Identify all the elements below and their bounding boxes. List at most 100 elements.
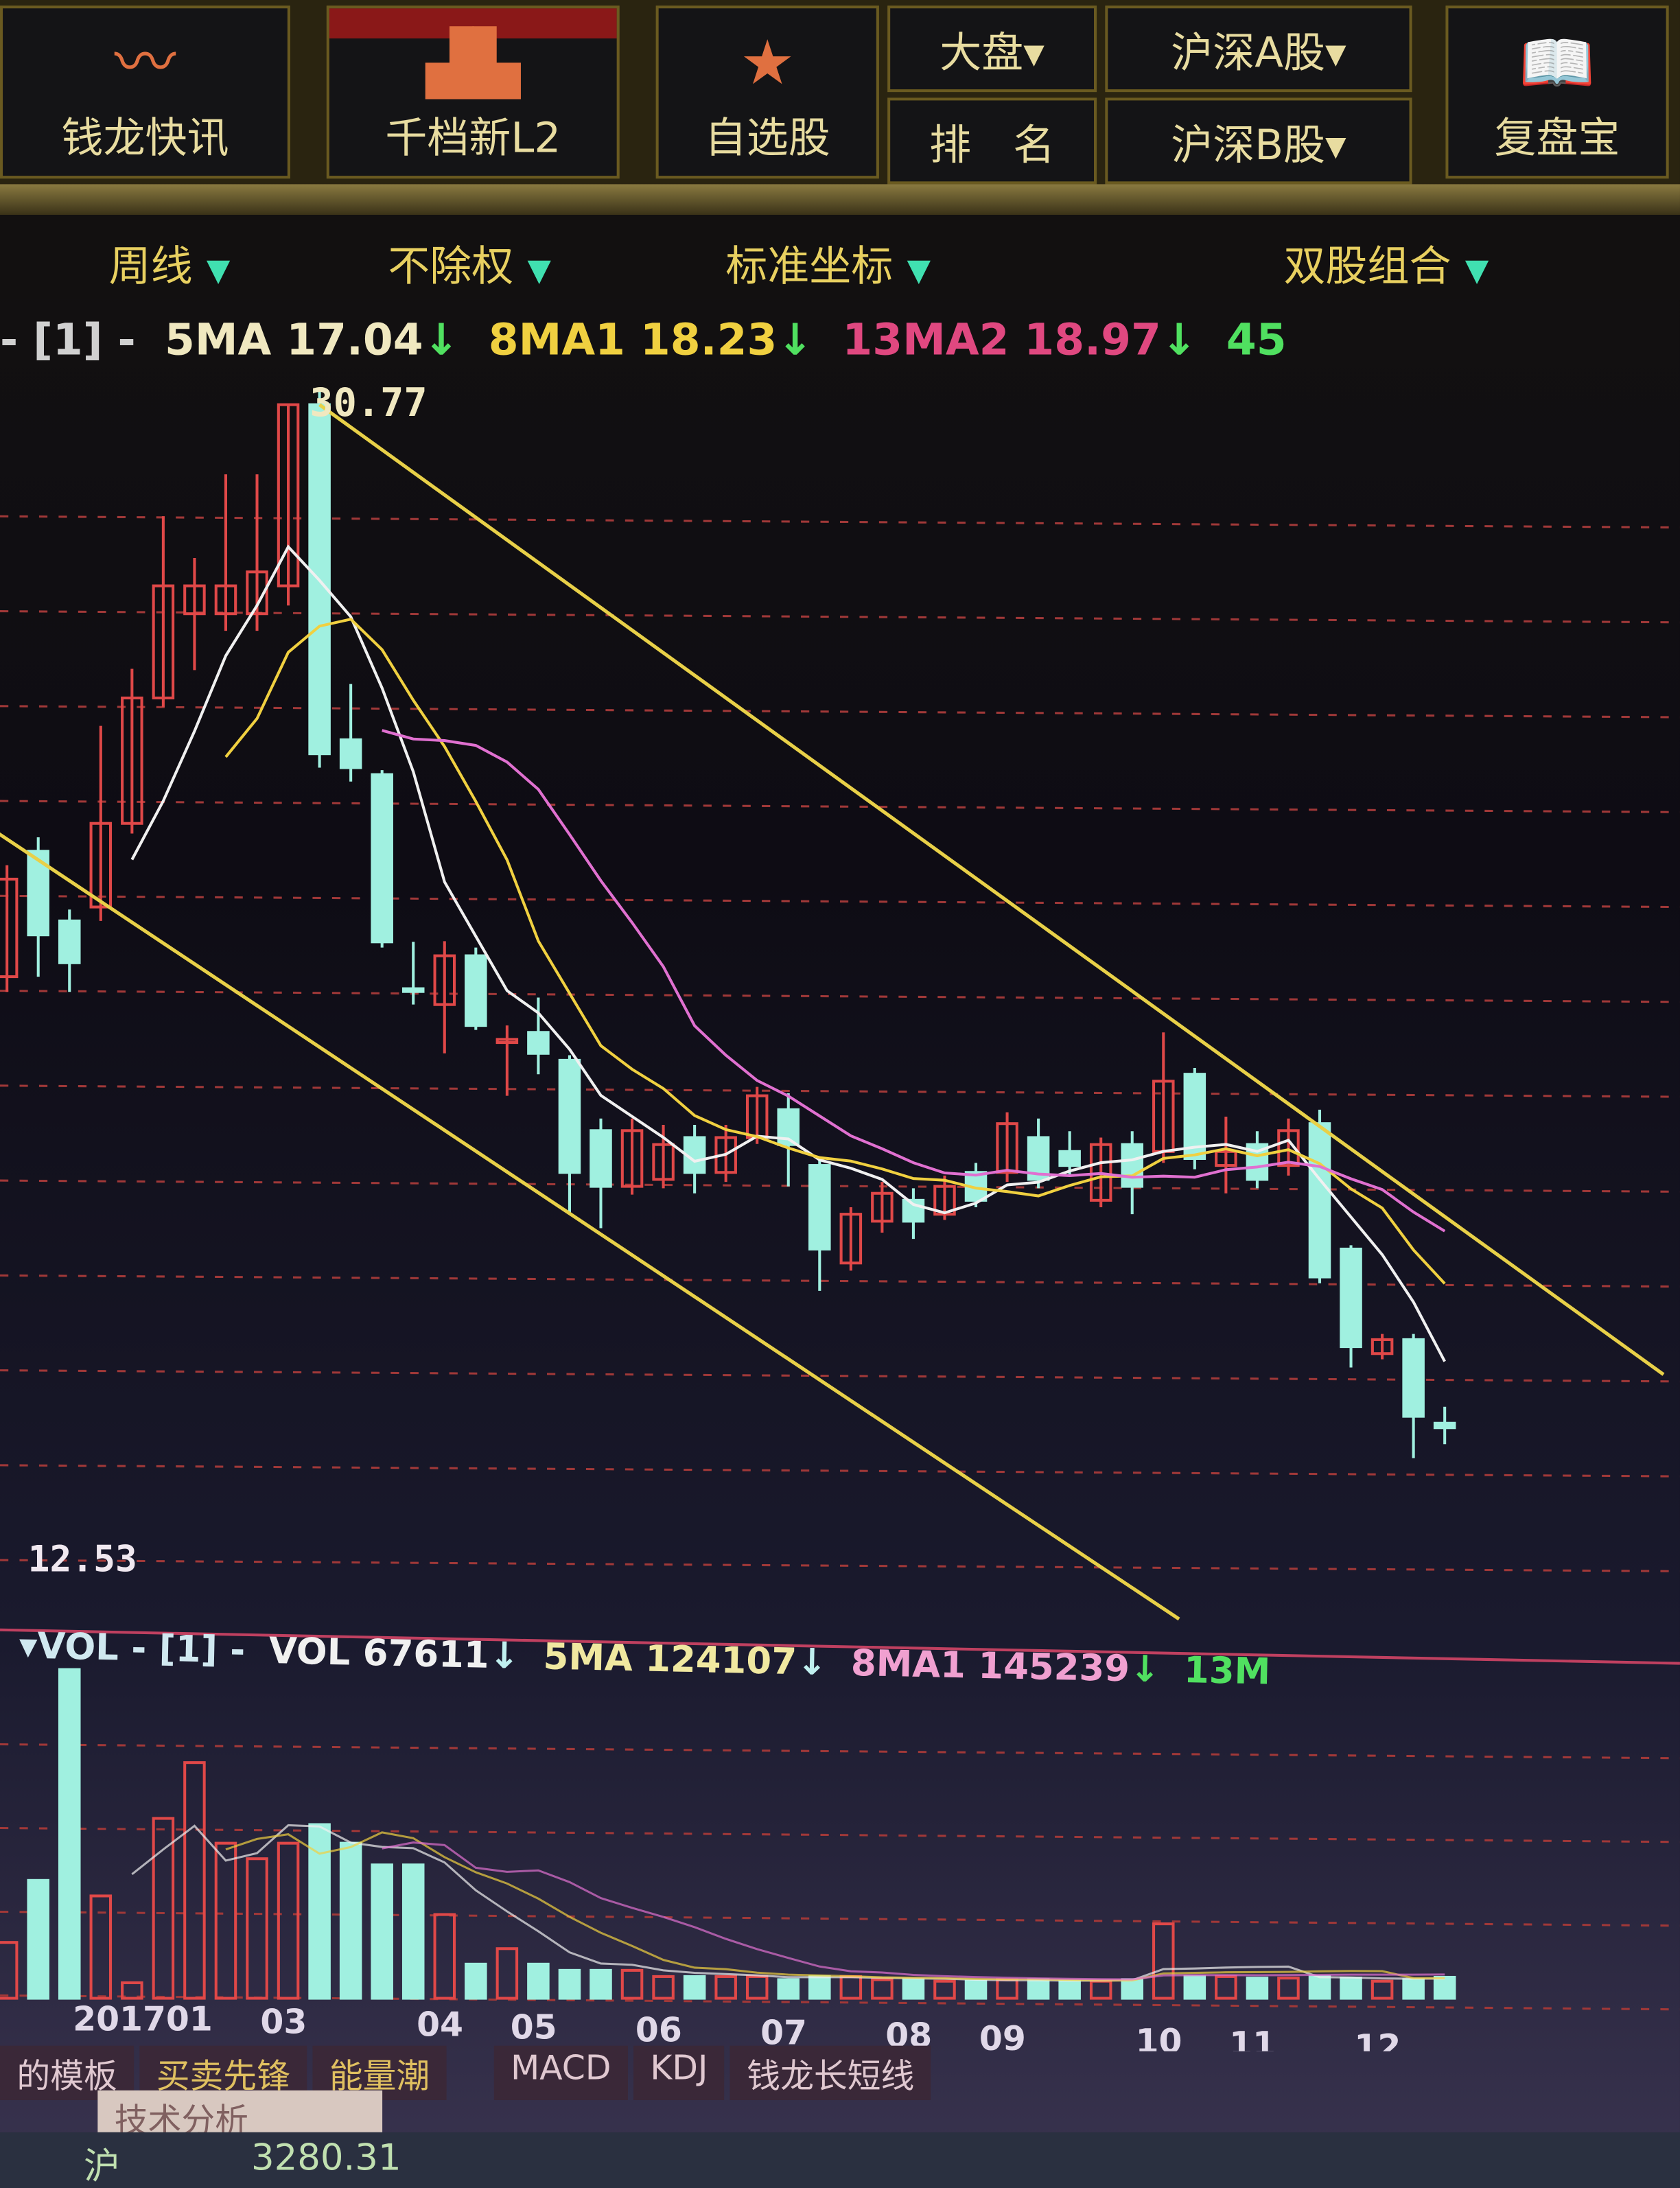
replay-button[interactable]: 📖 复盘宝 <box>1445 5 1669 179</box>
candle-up <box>152 584 175 699</box>
grid-line <box>0 705 1680 719</box>
sh-sz-a-dropdown[interactable]: 沪深A股▾ <box>1105 5 1412 93</box>
candle-up <box>183 584 206 616</box>
candle-down <box>1308 1122 1331 1279</box>
volume-bar <box>652 1975 675 2000</box>
volume-bar <box>495 1947 519 2000</box>
bar-chart-icon: ▟▙ <box>425 27 521 100</box>
volume-value: VOL 67611 <box>268 1631 490 1678</box>
star-icon: ★ <box>740 27 795 100</box>
volume-bar <box>1370 1979 1394 2000</box>
sh-sz-b-dropdown[interactable]: 沪深B股▾ <box>1105 97 1412 185</box>
volume-ma8-line <box>225 1831 1445 1982</box>
axis-label: 标准坐标 <box>725 242 894 292</box>
tab-macd[interactable]: MACD <box>493 2045 628 2100</box>
status-bar: 沪 3280.31 <box>0 2132 1680 2188</box>
volume-bar <box>1058 1979 1081 2000</box>
down-arrow-icon: ↓ <box>777 315 814 366</box>
volume-grid-line <box>0 1743 1680 1760</box>
period-label: 周线 <box>108 242 193 292</box>
period-dropdown[interactable]: 周线 ▼ <box>109 232 231 293</box>
volume-bar <box>933 1979 956 2000</box>
date-tick-label: 201701 <box>73 1999 213 2038</box>
tab-kdj[interactable]: KDJ <box>633 2045 725 2100</box>
volume-bar <box>1121 1978 1144 2000</box>
candle-down <box>465 954 487 1027</box>
volume-bar <box>964 1979 988 2000</box>
candle-up <box>620 1129 644 1188</box>
grid-line <box>0 800 1680 813</box>
volume-bar <box>246 1857 268 2000</box>
low-price-label: 12.53 <box>28 1538 137 1580</box>
candle-down <box>371 773 393 944</box>
watchlist-button[interactable]: ★ 自选股 <box>655 5 879 179</box>
combo-dropdown[interactable]: 双股组合 ▼ <box>1284 232 1489 293</box>
volume-bar <box>1246 1977 1269 2000</box>
volume-bar <box>777 1978 800 2000</box>
book-icon: 📖 <box>1519 27 1596 100</box>
market-label: 沪 <box>83 2146 120 2188</box>
board-group: 沪深A股▾ 沪深B股▾ <box>1105 5 1412 185</box>
candle-down <box>1402 1338 1425 1418</box>
grid-line <box>0 894 1680 909</box>
candle-up <box>1089 1143 1112 1202</box>
volume-bar <box>58 1668 81 2000</box>
candle-up <box>495 1038 519 1045</box>
grid-line <box>0 1179 1680 1193</box>
candle-up <box>246 570 268 616</box>
candle-down <box>1058 1150 1081 1167</box>
volume-bar <box>808 1975 831 2000</box>
volume-bar <box>152 1817 175 2000</box>
volume-bar <box>558 1968 581 2000</box>
volume-bar <box>183 1761 206 2000</box>
volume-bar <box>214 1841 237 2000</box>
volume-bar <box>401 1863 425 2000</box>
volume-bar <box>465 1962 487 2000</box>
axis-dropdown[interactable]: 标准坐标 ▼ <box>725 232 931 293</box>
candle-down <box>1121 1143 1144 1188</box>
volume-bar <box>902 1978 925 2000</box>
date-tick-label: 05 <box>511 2008 557 2047</box>
volume-bar <box>0 1941 19 2000</box>
candle-up <box>433 954 456 1006</box>
volume-bar <box>620 1968 644 2000</box>
candle-down <box>401 987 425 993</box>
volume-bar <box>27 1878 49 2000</box>
candle-up <box>0 877 19 979</box>
ma8-value: 8MA1 18.23 <box>488 315 778 366</box>
volume-bar <box>1308 1975 1331 2000</box>
ranking-button[interactable]: 排 名 <box>887 97 1097 185</box>
grid-line <box>0 1464 1680 1478</box>
volume-bar <box>89 1894 113 2000</box>
volume-bar <box>745 1975 769 2000</box>
news-button[interactable]: 〰钱龙快讯 <box>0 5 290 179</box>
level2-button[interactable]: ▟▙ 千档新L2 <box>326 5 620 179</box>
market-dropdown[interactable]: 大盘▾ <box>887 5 1097 93</box>
candle-up <box>121 696 143 825</box>
candle-down <box>339 738 362 769</box>
volume-indicator-selector[interactable]: ▾VOL - [1] - <box>19 1625 246 1673</box>
candle-down <box>1183 1073 1206 1160</box>
volume-bar <box>714 1975 737 2000</box>
date-tick-label: 04 <box>417 2005 463 2044</box>
rights-dropdown[interactable]: 不除权 ▼ <box>388 232 551 293</box>
tab-long-short[interactable]: 钱龙长短线 <box>730 2045 931 2100</box>
grid-line <box>0 1084 1680 1098</box>
volume-grid-line <box>0 1826 1680 1843</box>
volume-ma13-line <box>382 1841 1445 1981</box>
grid-line <box>0 515 1680 529</box>
candle-up <box>996 1122 1018 1174</box>
volume-bar <box>839 1975 863 2000</box>
indicator-selector[interactable]: - [1] - <box>0 315 136 366</box>
volume-bar <box>683 1975 706 2000</box>
toolbar: 〰钱龙快讯 ▟▙ 千档新L2 ★ 自选股 大盘▾ 排 名 沪深A股▾ 沪深B股▾ 📖 复盘… <box>0 0 1680 185</box>
candle-up <box>89 822 113 909</box>
rights-label: 不除权 <box>388 242 514 292</box>
volume-bar <box>1340 1977 1362 2000</box>
candlestick-chart[interactable]: 30.77 12.53 201701 03 04 05 06 07 08 09 10 11 12 <box>0 0 1680 2051</box>
volume-bar <box>121 1981 143 2000</box>
down-arrow-icon: ↓ <box>1160 315 1198 366</box>
chevron-down-icon: ▼ <box>907 254 931 289</box>
candle-down <box>308 403 331 756</box>
